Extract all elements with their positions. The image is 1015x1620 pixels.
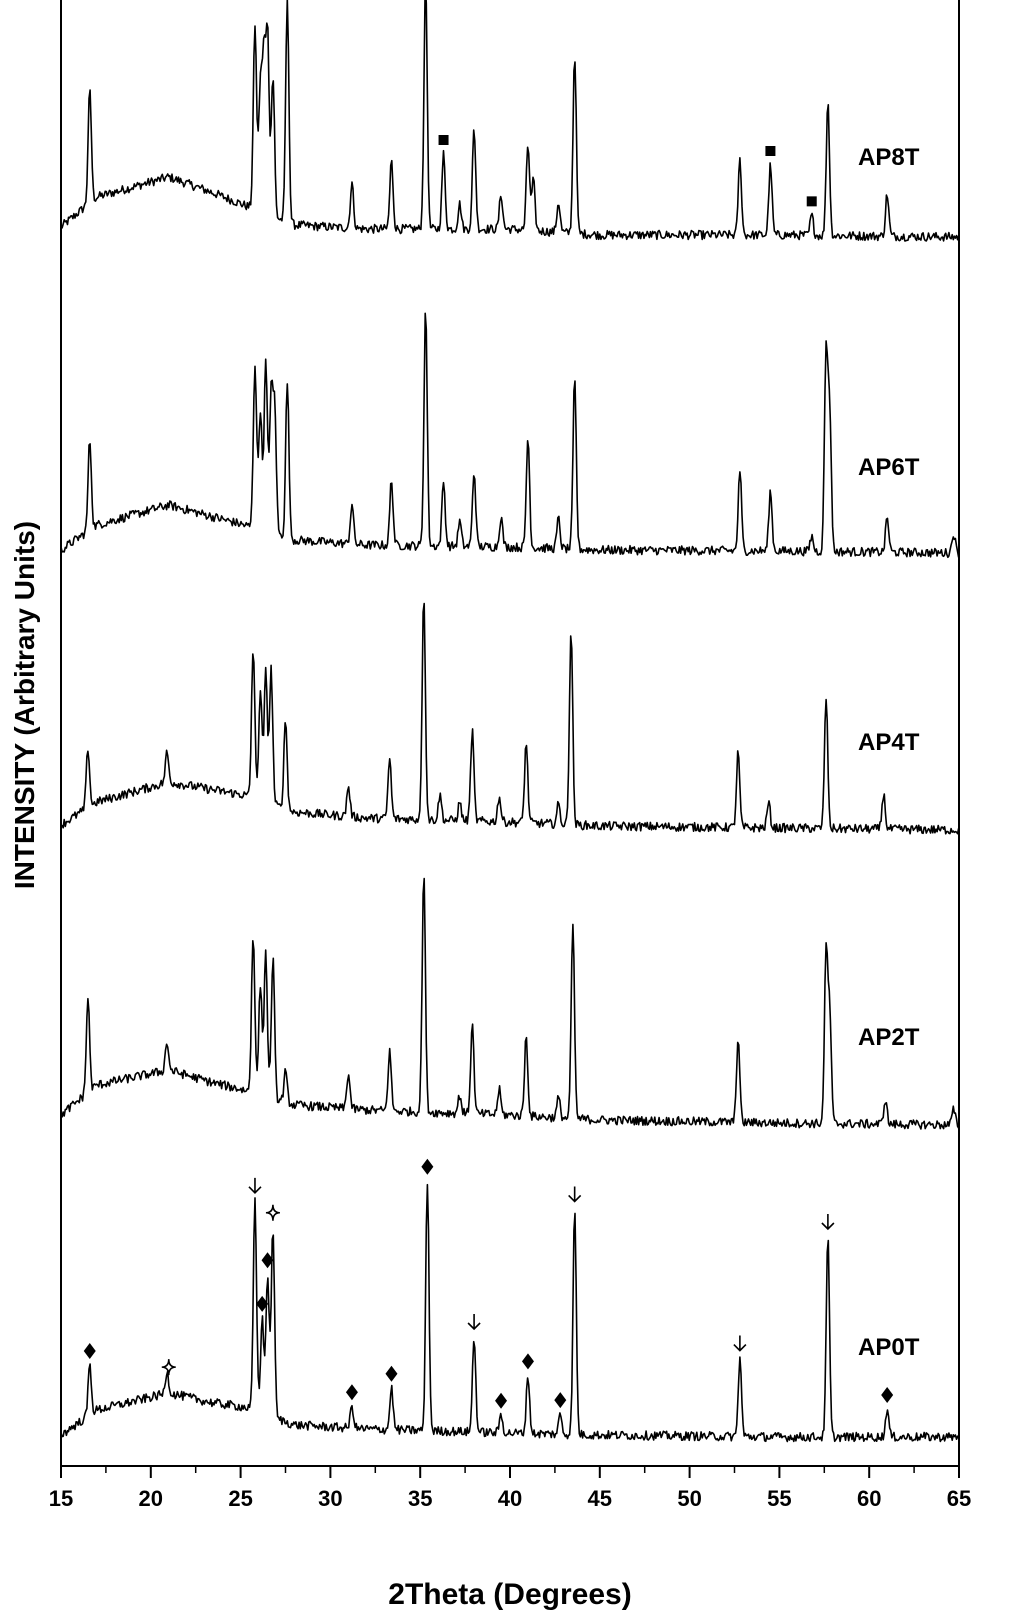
traces-layer [60, 0, 960, 1443]
series-label-ap6t: AP6T [858, 454, 920, 481]
trace-ap0t [60, 1183, 960, 1443]
marker-ap0t-3 [256, 1295, 269, 1312]
series-label-ap8t: AP8T [858, 144, 920, 171]
x-tick-label-50: 50 [677, 1486, 701, 1511]
markers-layer [83, 135, 894, 1409]
marker-ap0t-10 [495, 1392, 508, 1409]
series-label-ap2t: AP2T [858, 1024, 920, 1051]
x-tick-label-65: 65 [947, 1486, 971, 1511]
marker-ap0t-9 [467, 1314, 481, 1331]
series-label-ap0t: AP0T [858, 1334, 920, 1361]
marker-ap0t-5 [265, 1204, 280, 1221]
marker-ap8t-1 [438, 135, 449, 145]
marker-ap0t-2 [248, 1177, 262, 1194]
x-tick-label-35: 35 [408, 1486, 432, 1511]
marker-ap0t-6 [345, 1384, 358, 1401]
marker-ap0t-1 [161, 1359, 176, 1376]
marker-ap8t-3 [806, 196, 817, 207]
trace-ap2t [60, 877, 960, 1130]
x-tick-label-25: 25 [228, 1486, 252, 1511]
trace-ap6t [60, 312, 960, 559]
marker-ap0t-8 [421, 1158, 434, 1175]
marker-ap0t-11 [521, 1353, 534, 1370]
x-tick-label-45: 45 [588, 1486, 612, 1511]
x-tick-label-30: 30 [318, 1486, 342, 1511]
y-axis-label: INTENSITY (Arbitrary Units) [9, 521, 40, 889]
series-labels-layer: AP8T AP6T AP4T AP2T AP0T [858, 144, 920, 1361]
marker-ap0t-7 [385, 1365, 398, 1382]
trace-ap8t [60, 0, 960, 242]
x-tick-label-20: 20 [139, 1486, 163, 1511]
x-axis-label: 2Theta (Degrees) [388, 1578, 631, 1611]
marker-ap0t-12 [554, 1392, 567, 1409]
marker-ap0t-16 [881, 1387, 894, 1403]
x-axis-ticks: 15 20 25 30 35 40 45 50 55 60 65 [49, 1466, 971, 1511]
marker-ap0t-14 [733, 1335, 747, 1352]
x-tick-label-60: 60 [857, 1486, 881, 1511]
trace-ap4t [61, 602, 960, 835]
marker-ap8t-2 [765, 146, 776, 156]
marker-ap0t-15 [821, 1214, 835, 1231]
marker-ap0t-13 [568, 1186, 582, 1203]
x-tick-label-55: 55 [767, 1486, 791, 1511]
marker-ap0t-4 [261, 1252, 274, 1269]
x-tick-label-40: 40 [498, 1486, 522, 1511]
marker-ap0t-0 [83, 1343, 96, 1359]
x-tick-label-15: 15 [49, 1486, 73, 1511]
series-label-ap4t: AP4T [858, 729, 920, 756]
